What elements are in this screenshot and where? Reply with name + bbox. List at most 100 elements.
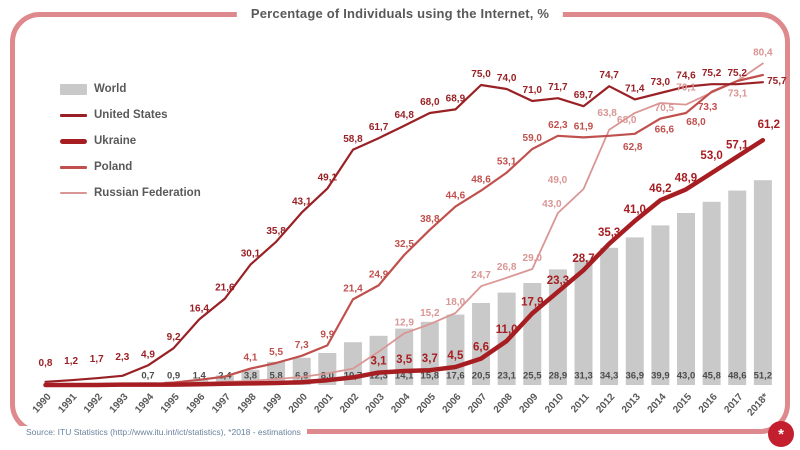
legend-label-united-states: United States bbox=[94, 109, 168, 121]
value-label: 62,8 bbox=[623, 142, 643, 153]
legend-label-world: World bbox=[94, 83, 127, 95]
x-axis-label: 2018* bbox=[745, 392, 771, 419]
value-label: 68,0 bbox=[686, 117, 706, 128]
value-label: 16,4 bbox=[189, 303, 209, 314]
x-axis-label: 2011 bbox=[569, 391, 592, 415]
value-label: 61,9 bbox=[574, 121, 594, 132]
world-value-label: 36,9 bbox=[626, 371, 645, 382]
world-value-label: 3,8 bbox=[244, 371, 257, 382]
poland-line-swatch bbox=[60, 165, 87, 169]
value-label: 73,1 bbox=[728, 89, 748, 100]
world-value-label: 25,5 bbox=[523, 371, 542, 382]
value-label: 57,1 bbox=[726, 140, 749, 152]
world-value-label: 0,9 bbox=[167, 371, 180, 382]
value-label: 43,1 bbox=[292, 197, 312, 208]
value-label: 1,2 bbox=[64, 356, 78, 367]
value-label: 74,0 bbox=[497, 73, 517, 84]
russian-federation-line-swatch bbox=[60, 192, 87, 194]
value-label: 7,3 bbox=[295, 340, 309, 351]
united-states-line-swatch bbox=[60, 113, 87, 117]
value-label: 70,1 bbox=[676, 83, 696, 94]
x-axis-label: 1993 bbox=[108, 391, 131, 415]
value-label: 43,0 bbox=[542, 199, 562, 210]
bar-2011 bbox=[574, 259, 593, 385]
value-label: 3,1 bbox=[371, 356, 388, 368]
legend-item-russian-federation: Russian Federation bbox=[60, 180, 201, 206]
x-axis-label: 2000 bbox=[287, 391, 310, 415]
world-value-label: 31,3 bbox=[574, 371, 593, 382]
value-label: 4,5 bbox=[447, 350, 464, 362]
x-axis-label: 1996 bbox=[184, 391, 207, 415]
world-value-label: 6,8 bbox=[295, 371, 308, 382]
line-russian-federation bbox=[147, 62, 764, 386]
value-label: 58,8 bbox=[343, 134, 363, 145]
source-note: Source: ITU Statistics (http://www.itu.i… bbox=[20, 426, 307, 438]
world-value-label: 1,4 bbox=[193, 371, 207, 382]
x-axis-label: 2008 bbox=[492, 391, 515, 415]
bar-2007 bbox=[472, 303, 491, 385]
x-axis-label: 2016 bbox=[697, 391, 720, 415]
world-value-label: 34,3 bbox=[600, 371, 619, 382]
x-axis-label: 2014 bbox=[646, 391, 669, 415]
value-label: 62,3 bbox=[548, 120, 568, 131]
x-axis-label: 2006 bbox=[441, 391, 464, 415]
world-value-label: 5,8 bbox=[269, 371, 282, 382]
value-label: 41,0 bbox=[624, 204, 646, 216]
value-label: 80,4 bbox=[753, 47, 773, 58]
world-value-label: 45,8 bbox=[702, 371, 721, 382]
x-axis-label: 2003 bbox=[364, 391, 387, 415]
legend-item-poland: Poland bbox=[60, 154, 201, 180]
value-label: 26,8 bbox=[497, 262, 517, 273]
bar-2013 bbox=[625, 237, 644, 385]
value-label: 61,7 bbox=[369, 122, 389, 133]
bar-2017 bbox=[728, 190, 747, 385]
chart-title: Percentage of Individuals using the Inte… bbox=[236, 3, 564, 24]
value-label: 74,6 bbox=[676, 71, 696, 82]
x-axis-label: 2010 bbox=[543, 391, 566, 415]
x-axis-label: 2009 bbox=[517, 391, 540, 415]
value-label: 61,2 bbox=[758, 119, 780, 131]
world-value-label: 14,1 bbox=[395, 371, 414, 382]
value-label: 75,2 bbox=[702, 68, 722, 79]
world-value-label: 28,9 bbox=[549, 371, 568, 382]
x-axis-label: 1991 bbox=[56, 391, 79, 415]
legend-item-ukraine: Ukraine bbox=[60, 128, 201, 154]
x-axis-label: 2017 bbox=[722, 391, 745, 415]
legend-label-ukraine: Ukraine bbox=[94, 135, 137, 147]
value-label: 49,1 bbox=[318, 173, 338, 184]
world-value-label: 8,0 bbox=[321, 371, 334, 382]
legend-label-russian-federation: Russian Federation bbox=[94, 187, 201, 199]
bar-2018* bbox=[753, 180, 772, 385]
value-label: 53,1 bbox=[497, 157, 517, 168]
asterisk-badge: * bbox=[768, 421, 794, 447]
value-label: 48,9 bbox=[675, 172, 697, 184]
legend-label-poland: Poland bbox=[94, 161, 133, 173]
asterisk-icon: * bbox=[778, 425, 784, 443]
value-label: 0,8 bbox=[39, 358, 53, 369]
value-label: 73,0 bbox=[651, 77, 671, 88]
line-united-states bbox=[44, 81, 764, 383]
bar-2001 bbox=[318, 353, 337, 385]
value-label: 29,0 bbox=[523, 253, 543, 264]
world-value-label: 17,6 bbox=[446, 371, 465, 382]
value-label: 75,7 bbox=[767, 76, 787, 87]
world-value-label: 51,2 bbox=[754, 371, 773, 382]
value-label: 49,0 bbox=[548, 175, 568, 186]
value-label: 38,8 bbox=[420, 214, 440, 225]
world-value-label: 15,8 bbox=[421, 371, 440, 382]
value-label: 30,1 bbox=[241, 249, 261, 260]
value-label: 11,0 bbox=[496, 324, 518, 336]
value-label: 5,5 bbox=[269, 347, 283, 358]
x-axis-label: 2015 bbox=[671, 391, 694, 415]
value-label: 35,3 bbox=[598, 227, 620, 239]
value-label: 66,6 bbox=[655, 125, 675, 136]
value-label: 64,8 bbox=[394, 110, 414, 121]
value-label: 75,2 bbox=[728, 68, 748, 79]
value-label: 3,7 bbox=[422, 353, 438, 365]
world-value-label: 23,1 bbox=[497, 371, 516, 382]
x-axis-label: 2001 bbox=[312, 391, 335, 415]
value-label: 3,5 bbox=[396, 354, 413, 366]
value-label: 71,4 bbox=[625, 83, 645, 94]
value-label: 6,6 bbox=[473, 342, 489, 354]
